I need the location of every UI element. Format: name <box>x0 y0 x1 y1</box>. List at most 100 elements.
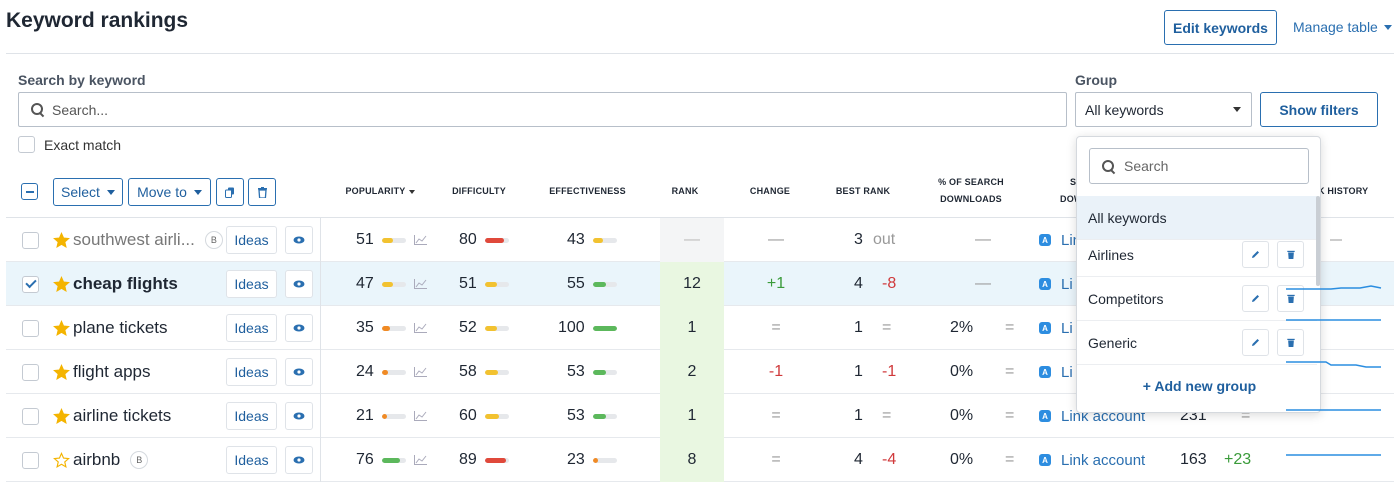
column-difficulty[interactable]: DIFFICULTY <box>452 186 506 196</box>
effectiveness-value: 23 <box>567 451 585 468</box>
edit-group-button[interactable] <box>1242 241 1269 268</box>
row-checkbox[interactable] <box>22 319 39 337</box>
trend-chart-icon[interactable] <box>413 323 427 333</box>
view-button[interactable] <box>285 358 313 386</box>
copy-button[interactable] <box>216 178 244 206</box>
trend-chart-icon[interactable] <box>413 455 427 465</box>
link-account-link[interactable]: Li <box>1061 275 1073 293</box>
table-row[interactable]: airline tickets Ideas 21 60 53 1 = 1 <box>6 394 1394 438</box>
effectiveness-bar <box>592 325 617 331</box>
group-option-airlines[interactable]: Airlines <box>1077 233 1317 277</box>
column-rank[interactable]: RANK <box>671 186 699 196</box>
keyword-text: flight apps <box>73 362 151 381</box>
popularity-bar <box>381 237 406 243</box>
column-pct-search-downloads[interactable]: % OF SEARCH DOWNLOADS <box>930 174 1012 208</box>
move-to-dropdown-button[interactable]: Move to <box>128 178 211 206</box>
select-dropdown-button[interactable]: Select <box>53 178 123 206</box>
view-button[interactable] <box>285 270 313 298</box>
exact-match-option[interactable]: Exact match <box>18 136 121 153</box>
exact-match-checkbox[interactable] <box>18 136 35 153</box>
row-checkbox[interactable] <box>22 231 39 249</box>
row-checkbox[interactable] <box>22 275 39 293</box>
ideas-button[interactable]: Ideas <box>226 314 277 342</box>
copy-icon <box>225 187 234 198</box>
effectiveness-value: 100 <box>558 319 585 336</box>
row-checkbox[interactable] <box>22 407 39 425</box>
popularity-header-label: POPULARITY <box>345 186 406 196</box>
trend-chart-icon[interactable] <box>413 279 427 289</box>
row-checkbox[interactable] <box>22 451 39 469</box>
table-row[interactable]: flight apps Ideas 24 58 53 2 -1 1 - <box>6 350 1394 394</box>
link-account-link[interactable]: Li <box>1061 319 1073 337</box>
edit-group-button[interactable] <box>1242 329 1269 356</box>
column-effectiveness[interactable]: EFFECTIVENESS <box>549 186 626 196</box>
keyword-text: cheap flights <box>73 274 178 293</box>
group-option-competitors[interactable]: Competitors <box>1077 277 1317 321</box>
group-option-generic[interactable]: Generic <box>1077 321 1317 365</box>
star-icon[interactable] <box>53 407 70 425</box>
edit-keywords-button[interactable]: Edit keywords <box>1164 10 1277 45</box>
row-checkbox[interactable] <box>22 363 39 381</box>
delete-group-button[interactable] <box>1277 329 1304 356</box>
rank-history-sparkline <box>1286 454 1381 456</box>
dropdown-scrollbar[interactable] <box>1316 196 1320 286</box>
ideas-button[interactable]: Ideas <box>226 446 277 474</box>
trend-chart-icon[interactable] <box>413 235 427 245</box>
view-button[interactable] <box>285 314 313 342</box>
add-new-group-button[interactable]: + Add new group <box>1142 378 1257 394</box>
ideas-button[interactable]: Ideas <box>226 358 277 386</box>
best-rank-value: 3 <box>854 231 863 248</box>
eye-icon <box>293 412 305 420</box>
trend-chart-icon[interactable] <box>413 411 427 421</box>
rank-history-sparkline <box>1286 361 1381 368</box>
link-account-link[interactable]: Li <box>1061 363 1073 381</box>
column-popularity[interactable]: POPULARITY <box>340 183 420 200</box>
edit-group-button[interactable] <box>1242 285 1269 312</box>
app-store-icon <box>1039 234 1051 246</box>
group-select[interactable]: All keywords <box>1075 92 1252 127</box>
sort-desc-icon <box>408 189 415 194</box>
column-best-rank[interactable]: BEST RANK <box>835 186 891 196</box>
pencil-icon <box>1252 251 1259 258</box>
table-row[interactable]: plane tickets Ideas 35 52 100 1 = 1 <box>6 306 1394 350</box>
search-field[interactable] <box>18 92 1067 127</box>
link-account-link[interactable]: Link account <box>1061 451 1146 469</box>
trend-chart-icon[interactable] <box>413 367 427 377</box>
table-row[interactable]: airbnb B Ideas 76 89 23 8 = 4 -4 <box>6 438 1394 482</box>
view-button[interactable] <box>285 446 313 474</box>
group-option-all-keywords[interactable]: All keywords <box>1077 196 1317 240</box>
star-icon[interactable] <box>53 451 70 469</box>
show-filters-button[interactable]: Show filters <box>1260 92 1378 127</box>
delete-group-button[interactable] <box>1277 241 1304 268</box>
manage-table-label: Manage table <box>1293 19 1378 35</box>
star-icon[interactable] <box>53 231 70 249</box>
ideas-button[interactable]: Ideas <box>226 270 277 298</box>
ideas-button[interactable]: Ideas <box>226 402 277 430</box>
rank-history-sparkline <box>1286 409 1381 411</box>
select-all-checkbox[interactable] <box>21 183 38 200</box>
star-icon[interactable] <box>53 275 70 293</box>
column-change[interactable]: CHANGE <box>749 186 791 196</box>
view-button[interactable] <box>285 226 313 254</box>
search-input[interactable] <box>52 101 984 118</box>
difficulty-bar <box>484 457 509 463</box>
group-search-placeholder: Search <box>1124 158 1169 174</box>
popularity-value: 76 <box>356 451 374 468</box>
app-store-icon <box>1039 410 1051 422</box>
effectiveness-value: 55 <box>567 275 585 292</box>
group-search-field[interactable]: Search <box>1089 148 1309 184</box>
eye-icon <box>293 280 305 288</box>
view-button[interactable] <box>285 402 313 430</box>
ideas-button[interactable]: Ideas <box>226 226 277 254</box>
star-icon[interactable] <box>53 363 70 381</box>
rank-value: 2 <box>660 350 724 394</box>
header-divider <box>6 217 1394 218</box>
delete-button[interactable] <box>248 178 276 206</box>
star-icon[interactable] <box>53 319 70 337</box>
column-rank-history[interactable]: K HISTORY <box>1318 186 1369 196</box>
page-title: Keyword rankings <box>6 9 189 32</box>
column-search-downloads-partial[interactable]: S DOW <box>1060 174 1090 208</box>
manage-table-menu[interactable]: Manage table <box>1293 19 1392 35</box>
rank-value: 1 <box>660 394 724 438</box>
pct-header-line2: DOWNLOADS <box>940 194 1002 204</box>
